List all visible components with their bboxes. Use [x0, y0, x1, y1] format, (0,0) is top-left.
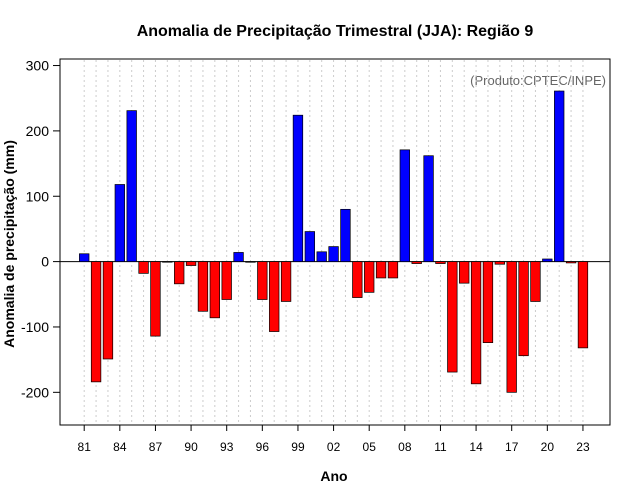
bar-2005 — [364, 261, 375, 293]
bar-1994 — [233, 252, 244, 262]
bar-1984 — [114, 184, 125, 262]
bar-1987 — [150, 261, 161, 337]
x-tick-label: 99 — [291, 440, 305, 454]
bar-2018 — [518, 261, 529, 357]
x-tick-label: 02 — [327, 440, 341, 454]
bar-2019 — [530, 261, 541, 302]
bar-1999 — [292, 114, 304, 262]
bar-1998 — [280, 261, 292, 302]
bar-1985 — [126, 110, 137, 262]
x-tick-label: 17 — [505, 440, 519, 454]
y-tick-label: 200 — [26, 123, 50, 139]
y-axis-title: Anomalia de precipitação (mm) — [1, 140, 17, 348]
bar-1990 — [185, 261, 197, 266]
x-tick-label: 11 — [434, 440, 447, 454]
bar-1983 — [102, 261, 114, 360]
bar-2012 — [447, 261, 458, 373]
bar-1989 — [174, 261, 185, 285]
bar-2017 — [506, 261, 517, 393]
bar-1988 — [162, 261, 173, 263]
x-tick-label: 96 — [256, 440, 270, 454]
x-axis: 81 84 87 90 93 96 99 02 05 08 11 14 17 20 23 — [78, 425, 590, 454]
bar-1982 — [90, 261, 102, 383]
bar-1995 — [245, 261, 256, 263]
bar-2004 — [352, 261, 363, 298]
bar-2020 — [542, 258, 553, 262]
bar-1986 — [138, 261, 149, 274]
x-axis-title: Ano — [320, 468, 347, 484]
bar-1992 — [209, 261, 220, 319]
bar-2013 — [459, 261, 470, 284]
bar-2011 — [435, 261, 446, 264]
bar-2002 — [328, 246, 339, 262]
bar-2009 — [411, 261, 422, 264]
bar-2023 — [577, 261, 589, 349]
bar-2016 — [494, 261, 505, 265]
x-tick-label: 23 — [576, 440, 590, 454]
bar-2003 — [340, 208, 351, 262]
x-tick-label: 20 — [541, 440, 555, 454]
bar-1991 — [197, 261, 209, 312]
bar-1993 — [221, 261, 232, 300]
annotation-label: (Produto:CPTEC/INPE) — [470, 73, 606, 88]
y-tick-label: 300 — [26, 58, 50, 74]
y-axis: -200 -100 0 100 200 300 — [21, 58, 60, 400]
x-tick-label: 14 — [469, 440, 483, 454]
x-tick-label: 08 — [398, 440, 412, 454]
bar-2007 — [387, 261, 399, 279]
y-tick-label: -100 — [21, 319, 49, 335]
bar-1996 — [257, 261, 268, 300]
bar-2000 — [304, 231, 315, 262]
x-tick-label: 93 — [220, 440, 234, 454]
plot-frame — [59, 58, 611, 426]
bar-2015 — [482, 261, 494, 344]
bar-2001 — [316, 251, 327, 262]
bar-1997 — [269, 261, 280, 332]
x-tick-label: 90 — [184, 440, 198, 454]
x-tick-label: 05 — [363, 440, 377, 454]
bar-2021 — [554, 90, 565, 262]
y-tick-label: -200 — [21, 384, 49, 400]
bar-2022 — [565, 261, 577, 264]
bar-2010 — [423, 155, 434, 262]
bar-2014 — [470, 261, 482, 385]
chart-title: Anomalia de Precipitação Trimestral (JJA… — [137, 23, 534, 40]
x-tick-label: 84 — [113, 440, 127, 454]
bars — [79, 90, 589, 393]
y-tick-label: 0 — [41, 254, 49, 270]
y-tick-label: 100 — [26, 188, 50, 204]
bar-2006 — [375, 261, 387, 279]
x-tick-label: 87 — [149, 440, 163, 454]
x-tick-label: 81 — [78, 440, 92, 454]
bar-1981 — [79, 253, 90, 262]
bar-2008 — [399, 149, 410, 262]
